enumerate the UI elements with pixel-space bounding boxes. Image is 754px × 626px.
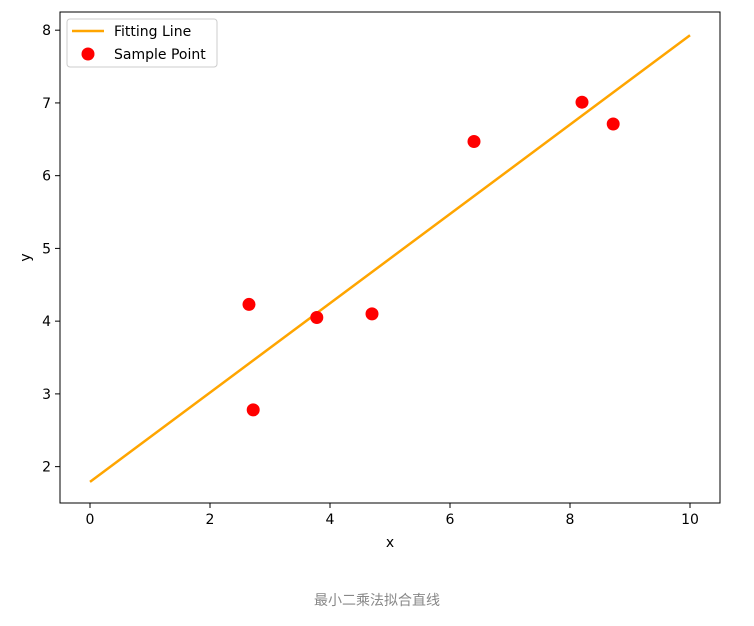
x-tick-label: 0 — [86, 512, 95, 528]
legend: Fitting Line Sample Point — [66, 18, 218, 68]
y-tick-label: 4 — [42, 314, 51, 330]
y-tick-label: 5 — [42, 241, 51, 257]
plot-content — [89, 34, 691, 483]
y-tick-label: 6 — [42, 169, 51, 185]
y-axis-label: y — [18, 253, 34, 261]
y-tick-label: 7 — [42, 96, 51, 112]
y-axis: 2 3 4 5 6 7 8 — [42, 23, 60, 476]
x-axis-label: x — [386, 535, 394, 551]
figure-caption: 最小二乘法拟合直线 — [314, 593, 440, 609]
sample-point — [242, 297, 256, 311]
x-tick-label: 4 — [326, 512, 335, 528]
x-tick-label: 8 — [566, 512, 575, 528]
x-tick-label: 2 — [206, 512, 215, 528]
legend-swatch-sample-point — [81, 47, 95, 61]
x-tick-label: 10 — [681, 512, 699, 528]
y-tick-label: 8 — [42, 23, 51, 39]
fitting-line — [89, 34, 691, 483]
x-tick-label: 6 — [446, 512, 455, 528]
sample-point — [606, 117, 620, 131]
chart: 0 2 4 6 8 10 2 3 4 5 6 7 8 x y Fitting Line Sample … — [18, 11, 721, 551]
y-tick-label: 3 — [42, 387, 51, 403]
sample-point — [467, 134, 481, 148]
x-axis: 0 2 4 6 8 10 — [86, 503, 699, 528]
sample-point — [310, 311, 324, 325]
sample-point — [575, 95, 589, 109]
axes-frame — [59, 11, 721, 504]
legend-label-sample-point: Sample Point — [114, 47, 206, 63]
sample-point — [365, 307, 379, 321]
sample-point — [246, 403, 260, 417]
legend-box — [66, 18, 218, 68]
y-tick-label: 2 — [42, 460, 51, 476]
legend-label-fitting-line: Fitting Line — [114, 24, 191, 40]
